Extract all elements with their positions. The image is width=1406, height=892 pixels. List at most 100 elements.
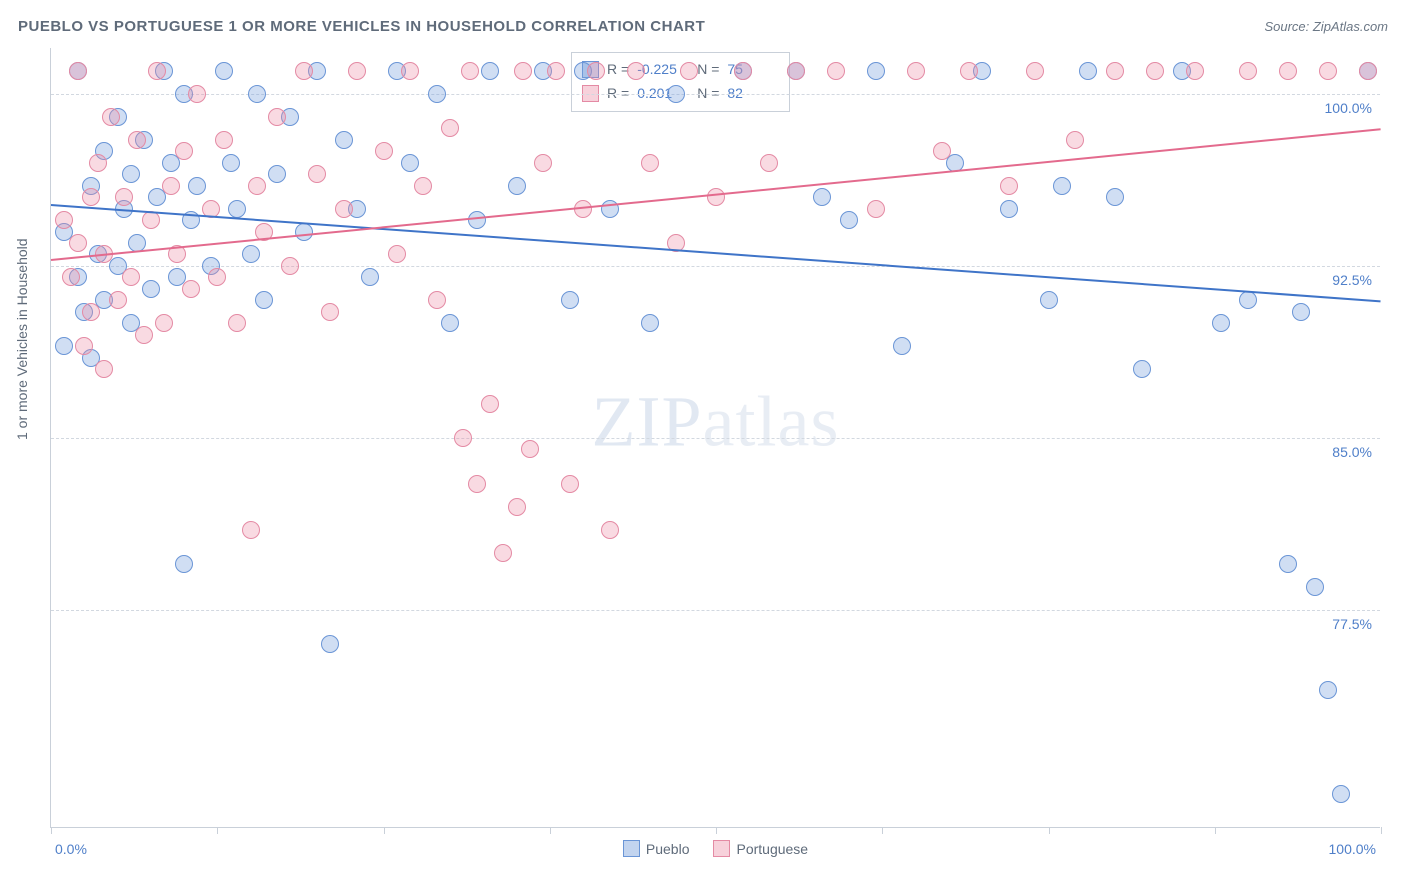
data-point [587, 62, 605, 80]
data-point [481, 62, 499, 80]
data-point [401, 62, 419, 80]
data-point [175, 555, 193, 573]
data-point [907, 62, 925, 80]
data-point [547, 62, 565, 80]
data-point [461, 62, 479, 80]
data-point [1332, 785, 1350, 803]
data-point [787, 62, 805, 80]
y-tick-label: 92.5% [1332, 272, 1372, 288]
data-point [534, 154, 552, 172]
x-label-left-abs: 0.0% [55, 841, 87, 857]
data-point [1000, 177, 1018, 195]
legend-swatch-portuguese [713, 840, 730, 857]
data-point [321, 303, 339, 321]
data-point [1106, 188, 1124, 206]
data-point [893, 337, 911, 355]
data-point [680, 62, 698, 80]
data-point [255, 291, 273, 309]
data-point [1079, 62, 1097, 80]
x-tick [51, 827, 52, 834]
data-point [1066, 131, 1084, 149]
data-point [115, 188, 133, 206]
data-point [827, 62, 845, 80]
data-point [135, 326, 153, 344]
data-point [188, 177, 206, 195]
regression-line [51, 128, 1381, 261]
data-point [268, 165, 286, 183]
data-point [454, 429, 472, 447]
chart-title: PUEBLO VS PORTUGUESE 1 OR MORE VEHICLES … [18, 18, 705, 35]
x-tick [716, 827, 717, 834]
chart-header: PUEBLO VS PORTUGUESE 1 OR MORE VEHICLES … [0, 0, 1406, 42]
data-point [228, 314, 246, 332]
data-point [514, 62, 532, 80]
data-point [1279, 62, 1297, 80]
data-point [215, 131, 233, 149]
data-point [102, 108, 120, 126]
data-point [1239, 62, 1257, 80]
data-point [82, 303, 100, 321]
data-point [335, 131, 353, 149]
data-point [667, 85, 685, 103]
stat-r-label: R = [607, 57, 629, 81]
data-point [1040, 291, 1058, 309]
data-point [1292, 303, 1310, 321]
data-point [508, 177, 526, 195]
x-tick [1215, 827, 1216, 834]
legend-item-pueblo: Pueblo [623, 840, 690, 857]
data-point [242, 245, 260, 263]
data-point [414, 177, 432, 195]
data-point [468, 211, 486, 229]
data-point [155, 314, 173, 332]
data-point [521, 440, 539, 458]
data-point [62, 268, 80, 286]
data-point [561, 475, 579, 493]
data-point [295, 62, 313, 80]
data-point [960, 62, 978, 80]
x-tick [1381, 827, 1382, 834]
data-point [627, 62, 645, 80]
data-point [1026, 62, 1044, 80]
gridline-h [51, 266, 1380, 267]
data-point [148, 62, 166, 80]
data-point [375, 142, 393, 160]
data-point [69, 234, 87, 252]
data-point [95, 360, 113, 378]
data-point [401, 154, 419, 172]
data-point [867, 200, 885, 218]
data-point [281, 257, 299, 275]
data-point [840, 211, 858, 229]
data-point [82, 188, 100, 206]
stat-n-label: N = [697, 57, 719, 81]
data-point [1359, 62, 1377, 80]
data-point [188, 85, 206, 103]
data-point [1239, 291, 1257, 309]
data-point [641, 314, 659, 332]
data-point [1000, 200, 1018, 218]
data-point [1106, 62, 1124, 80]
data-point [1212, 314, 1230, 332]
data-point [561, 291, 579, 309]
data-point [162, 177, 180, 195]
data-point [867, 62, 885, 80]
data-point [933, 142, 951, 160]
data-point [1319, 62, 1337, 80]
data-point [641, 154, 659, 172]
data-point [388, 245, 406, 263]
data-point [1319, 681, 1337, 699]
x-tick [550, 827, 551, 834]
legend-item-portuguese: Portuguese [713, 840, 808, 857]
legend-swatch-pueblo [623, 840, 640, 857]
data-point [1133, 360, 1151, 378]
data-point [128, 131, 146, 149]
data-point [508, 498, 526, 516]
data-point [601, 521, 619, 539]
data-point [361, 268, 379, 286]
gridline-h [51, 438, 1380, 439]
data-point [215, 62, 233, 80]
data-point [1306, 578, 1324, 596]
y-tick-label: 100.0% [1325, 100, 1372, 116]
watermark: ZIPatlas [592, 380, 840, 463]
data-point [182, 280, 200, 298]
legend-bottom: 0.0% Pueblo Portuguese 100.0% [51, 840, 1380, 857]
